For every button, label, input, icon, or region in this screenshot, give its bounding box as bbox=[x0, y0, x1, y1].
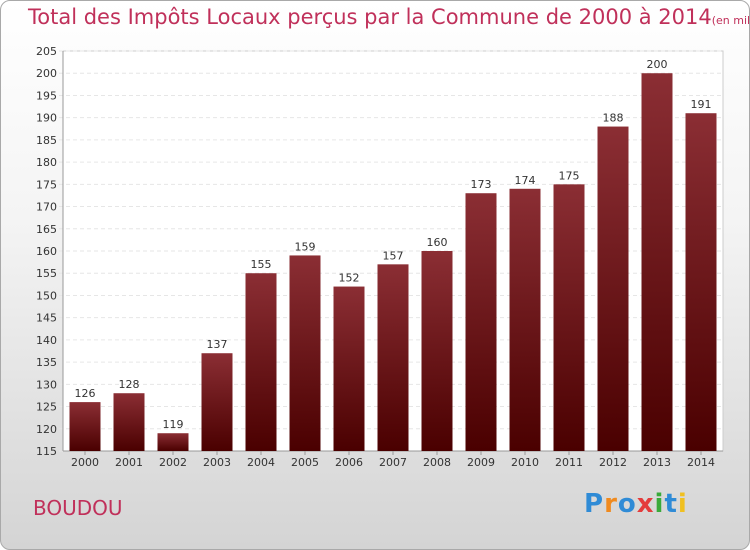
bar bbox=[509, 188, 541, 451]
y-tick-label: 165 bbox=[36, 223, 57, 236]
bar bbox=[685, 113, 717, 451]
x-tick-label: 2002 bbox=[159, 456, 187, 469]
x-tick-label: 2005 bbox=[291, 456, 319, 469]
y-tick-label: 195 bbox=[36, 89, 57, 102]
bar bbox=[377, 264, 409, 451]
x-tick-label: 2004 bbox=[247, 456, 275, 469]
data-label: 159 bbox=[295, 240, 316, 253]
y-tick-label: 155 bbox=[36, 267, 57, 280]
y-tick-label: 150 bbox=[36, 289, 57, 302]
data-label: 128 bbox=[119, 378, 140, 391]
x-tick-label: 2003 bbox=[203, 456, 231, 469]
bar bbox=[553, 184, 585, 452]
bar bbox=[245, 273, 277, 451]
bar bbox=[597, 126, 629, 452]
bar bbox=[465, 193, 497, 451]
y-tick-label: 190 bbox=[36, 112, 57, 125]
y-tick-label: 160 bbox=[36, 245, 57, 258]
y-tick-label: 205 bbox=[36, 45, 57, 58]
data-label: 152 bbox=[339, 272, 360, 285]
x-tick-label: 2000 bbox=[71, 456, 99, 469]
bar bbox=[421, 251, 453, 451]
data-label: 174 bbox=[515, 174, 536, 187]
bar bbox=[289, 255, 321, 451]
x-tick-label: 2012 bbox=[599, 456, 627, 469]
y-tick-label: 200 bbox=[36, 67, 57, 80]
logo-letter: i bbox=[654, 489, 665, 519]
data-label: 137 bbox=[207, 338, 228, 351]
y-tick-label: 130 bbox=[36, 378, 57, 391]
y-tick-label: 145 bbox=[36, 312, 57, 325]
logo-letter: x bbox=[636, 489, 655, 519]
logo-letter: r bbox=[604, 489, 618, 519]
y-tick-label: 170 bbox=[36, 201, 57, 214]
x-tick-label: 2010 bbox=[511, 456, 539, 469]
proxiti-logo: Proxiti bbox=[584, 489, 688, 519]
x-tick-label: 2014 bbox=[687, 456, 715, 469]
y-tick-label: 125 bbox=[36, 401, 57, 414]
y-tick-label: 135 bbox=[36, 356, 57, 369]
bar bbox=[69, 402, 101, 451]
data-label: 155 bbox=[251, 258, 272, 271]
commune-name: BOUDOU bbox=[33, 496, 123, 520]
x-tick-label: 2007 bbox=[379, 456, 407, 469]
y-tick-label: 185 bbox=[36, 134, 57, 147]
x-tick-label: 2009 bbox=[467, 456, 495, 469]
y-tick-label: 175 bbox=[36, 178, 57, 191]
y-tick-label: 120 bbox=[36, 423, 57, 436]
y-tick-label: 180 bbox=[36, 156, 57, 169]
y-tick-label: 115 bbox=[36, 445, 57, 458]
chart-title: Total des Impôts Locaux perçus par la Co… bbox=[28, 5, 750, 29]
x-tick-label: 2006 bbox=[335, 456, 363, 469]
data-label: 157 bbox=[383, 249, 404, 262]
x-tick-label: 2008 bbox=[423, 456, 451, 469]
x-tick-label: 2001 bbox=[115, 456, 143, 469]
bar bbox=[157, 433, 189, 451]
data-label: 119 bbox=[163, 418, 184, 431]
logo-letter: t bbox=[664, 489, 678, 519]
logo-letter: o bbox=[617, 489, 637, 519]
data-label: 173 bbox=[471, 178, 492, 191]
logo-letter: i bbox=[677, 489, 688, 519]
data-label: 160 bbox=[427, 236, 448, 249]
data-label: 200 bbox=[647, 58, 668, 71]
bar bbox=[641, 73, 673, 451]
data-label: 191 bbox=[691, 98, 712, 111]
bar bbox=[333, 286, 365, 451]
title-unit: (en milliers d'€) bbox=[711, 14, 750, 27]
logo-letter: P bbox=[584, 489, 605, 519]
data-label: 175 bbox=[559, 169, 580, 182]
data-label: 188 bbox=[603, 112, 624, 125]
title-text: Total des Impôts Locaux perçus par la Co… bbox=[28, 5, 712, 29]
x-tick-label: 2011 bbox=[555, 456, 583, 469]
y-tick-label: 140 bbox=[36, 334, 57, 347]
bar bbox=[201, 353, 233, 451]
bar bbox=[113, 393, 145, 451]
data-label: 126 bbox=[75, 387, 96, 400]
x-tick-label: 2013 bbox=[643, 456, 671, 469]
